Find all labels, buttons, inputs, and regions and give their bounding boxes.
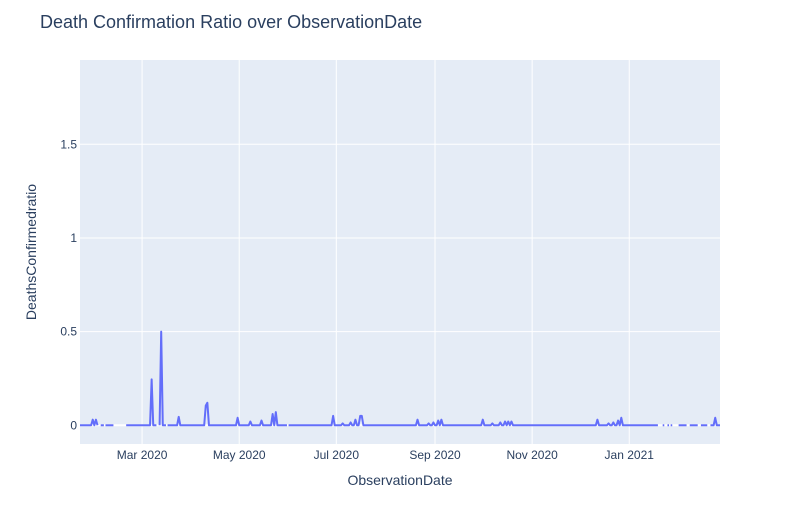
series-line <box>288 414 658 427</box>
plot-area <box>80 60 720 444</box>
x-tick-label: Nov 2020 <box>506 448 558 462</box>
series-line <box>126 378 157 427</box>
x-tick-label: May 2020 <box>213 448 266 462</box>
y-tick-label: 1 <box>70 231 77 245</box>
y-tick-label: 1.5 <box>60 137 77 151</box>
chart-title: Death Confirmation Ratio over Observatio… <box>40 12 423 32</box>
series-line <box>167 401 287 427</box>
x-axis-label: ObservationDate <box>347 472 453 488</box>
x-tick-label: Jul 2020 <box>314 448 360 462</box>
x-tick-label: Sep 2020 <box>409 448 461 462</box>
y-tick-label: 0 <box>70 418 77 432</box>
y-tick-label: 0.5 <box>60 325 77 339</box>
series-line <box>710 416 720 427</box>
series-line <box>158 330 166 427</box>
x-tick-label: Jan 2021 <box>605 448 655 462</box>
series-line <box>80 418 99 427</box>
x-tick-label: Mar 2020 <box>117 448 168 462</box>
